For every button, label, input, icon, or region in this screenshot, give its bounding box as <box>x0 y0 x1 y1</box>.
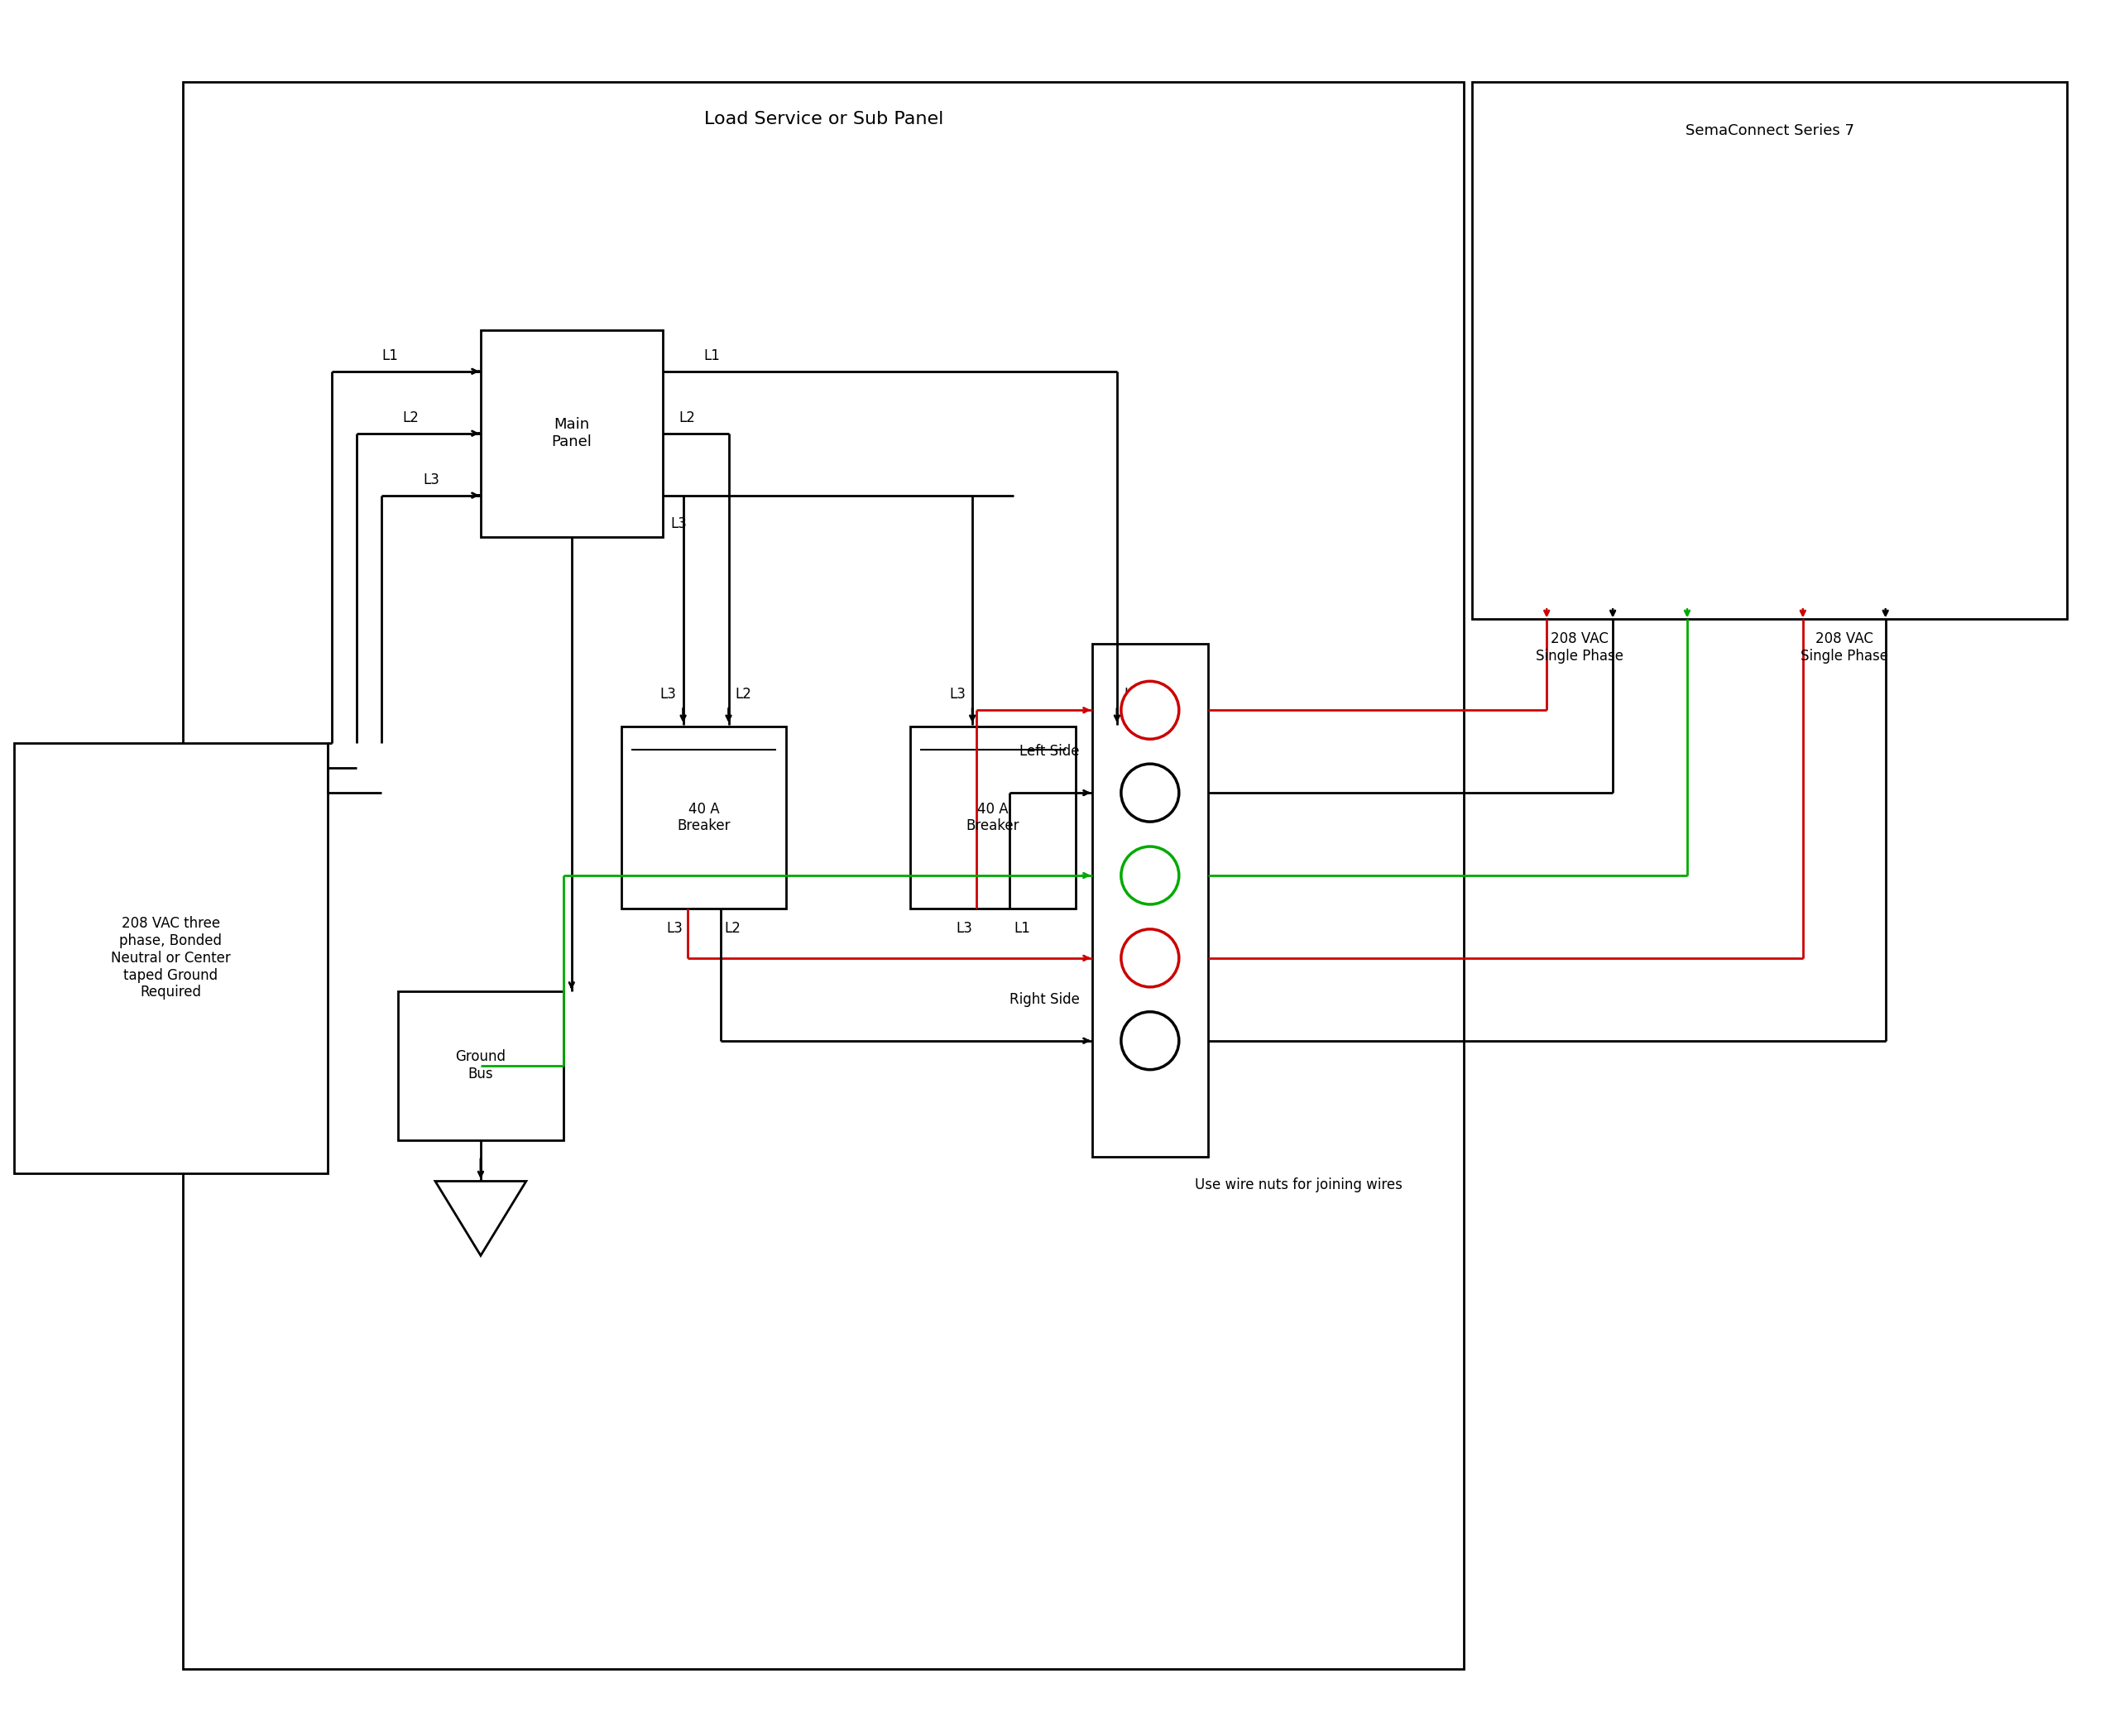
Text: Main
Panel: Main Panel <box>551 417 591 450</box>
Text: L3: L3 <box>667 920 684 936</box>
Text: L3: L3 <box>422 472 439 488</box>
Text: 208 VAC three
phase, Bonded
Neutral or Center
taped Ground
Required: 208 VAC three phase, Bonded Neutral or C… <box>112 917 230 1000</box>
Text: 40 A
Breaker: 40 A Breaker <box>677 802 730 833</box>
Text: L3: L3 <box>671 516 688 531</box>
Bar <box>15 743 327 1174</box>
Text: Ground
Bus: Ground Bus <box>456 1050 506 1082</box>
Circle shape <box>1120 681 1179 740</box>
Circle shape <box>1120 1012 1179 1069</box>
Text: 40 A
Breaker: 40 A Breaker <box>966 802 1019 833</box>
Circle shape <box>1120 929 1179 988</box>
Text: L3: L3 <box>956 920 973 936</box>
Text: L1: L1 <box>705 349 720 363</box>
Bar <box>909 727 1076 908</box>
Circle shape <box>1120 847 1179 904</box>
Bar <box>1473 82 2068 620</box>
Text: L3: L3 <box>949 687 966 701</box>
Text: Load Service or Sub Panel: Load Service or Sub Panel <box>705 111 943 128</box>
Text: 208 VAC
Single Phase: 208 VAC Single Phase <box>1536 632 1623 663</box>
Text: L1: L1 <box>382 349 399 363</box>
Text: L1: L1 <box>1125 687 1139 701</box>
Bar <box>1093 644 1207 1156</box>
Text: L3: L3 <box>660 687 677 701</box>
Text: Right Side: Right Side <box>1009 991 1080 1007</box>
Bar <box>481 330 663 536</box>
Text: L2: L2 <box>679 410 696 425</box>
Text: L2: L2 <box>734 687 751 701</box>
Text: 208 VAC
Single Phase: 208 VAC Single Phase <box>1800 632 1888 663</box>
Text: SemaConnect Series 7: SemaConnect Series 7 <box>1686 123 1855 139</box>
Bar <box>399 991 563 1141</box>
Circle shape <box>1120 764 1179 821</box>
Text: Left Side: Left Side <box>1019 745 1080 759</box>
Text: L1: L1 <box>1013 920 1030 936</box>
Text: L2: L2 <box>403 410 418 425</box>
Bar <box>620 727 787 908</box>
Text: L2: L2 <box>724 920 741 936</box>
Bar <box>184 82 1464 1668</box>
Text: Use wire nuts for joining wires: Use wire nuts for joining wires <box>1194 1177 1403 1193</box>
